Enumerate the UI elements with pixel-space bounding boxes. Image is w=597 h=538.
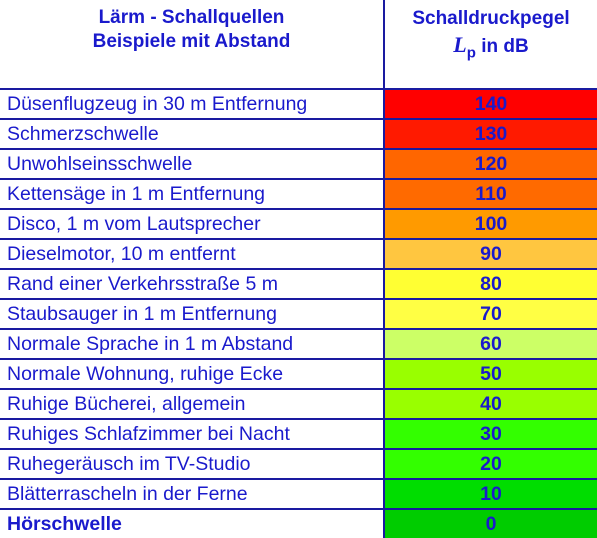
table-row: Kettensäge in 1 m Entfernung 110 [0, 180, 597, 210]
header-sources-subtitle: Beispiele mit Abstand [92, 31, 291, 52]
level-value: 120 [385, 150, 597, 178]
table-row: Blätterrascheln in der Ferne 10 [0, 480, 597, 510]
table-row: Düsenflugzeug in 30 m Entfernung 140 [0, 90, 597, 120]
level-value: 70 [385, 300, 597, 328]
table-row: Ruhige Bücherei, allgemein 40 [0, 390, 597, 420]
level-value: 50 [385, 360, 597, 388]
level-value: 100 [385, 210, 597, 238]
source-label: Normale Wohnung, ruhige Ecke [7, 363, 284, 385]
level-value: 0 [385, 510, 597, 538]
column-divider [383, 0, 385, 538]
header-level-unit-line: Lp in dB [385, 32, 597, 66]
level-value: 90 [385, 240, 597, 268]
source-label: Ruhige Bücherei, allgemein [7, 393, 246, 415]
symbol-lp: Lp [453, 32, 476, 61]
source-label: Kettensäge in 1 m Entfernung [7, 183, 266, 205]
source-label: Hörschwelle [7, 513, 122, 535]
source-label: Rand einer Verkehrsstraße 5 m [7, 273, 278, 295]
table-row: Normale Wohnung, ruhige Ecke 50 [0, 360, 597, 390]
source-label: Unwohlseinsschwelle [7, 153, 193, 175]
table-row: Staubsauger in 1 m Entfernung 70 [0, 300, 597, 330]
level-value: 10 [385, 480, 597, 508]
table-body: Düsenflugzeug in 30 m Entfernung 140 Schme… [0, 90, 597, 538]
level-value: 80 [385, 270, 597, 298]
table-row: Ruhiges Schlafzimmer bei Nacht 30 [0, 420, 597, 450]
source-label: Disco, 1 m vom Lautsprecher [7, 213, 261, 235]
level-value: 140 [385, 90, 597, 118]
table-row: Schmerzschwelle 130 [0, 120, 597, 150]
table-row: Disco, 1 m vom Lautsprecher 100 [0, 210, 597, 240]
table-row: Ruhegeräusch im TV-Studio 20 [0, 450, 597, 480]
level-value: 30 [385, 420, 597, 448]
source-label: Blätterrascheln in der Ferne [7, 483, 248, 505]
table-row: Dieselmotor, 10 m entfernt 90 [0, 240, 597, 270]
source-label: Ruhiges Schlafzimmer bei Nacht [7, 423, 290, 445]
level-value: 60 [385, 330, 597, 358]
level-value: 130 [385, 120, 597, 148]
header-level-title: Schalldruckpegel [412, 8, 570, 29]
level-value: 20 [385, 450, 597, 478]
table-header: Lärm - Schallquellen Beispiele mit Absta… [0, 0, 597, 89]
header-level-unit: in dB [481, 36, 529, 57]
table-row: Unwohlseinsschwelle 120 [0, 150, 597, 180]
header-level: Schalldruckpegel Lp in dB [385, 6, 597, 66]
table-row: Hörschwelle 0 [0, 510, 597, 538]
source-label: Ruhegeräusch im TV-Studio [7, 453, 251, 475]
level-value: 40 [385, 390, 597, 418]
header-sources-title: Lärm - Schallquellen [98, 7, 285, 28]
table-row: Normale Sprache in 1 m Abstand 60 [0, 330, 597, 360]
symbol-l: L [453, 32, 467, 57]
source-label: Schmerzschwelle [7, 123, 159, 145]
source-label: Normale Sprache in 1 m Abstand [7, 333, 294, 355]
header-divider [0, 88, 597, 90]
header-sources: Lärm - Schallquellen Beispiele mit Absta… [0, 6, 383, 54]
symbol-sub-p: p [466, 44, 476, 62]
source-label: Staubsauger in 1 m Entfernung [7, 303, 277, 325]
source-label: Düsenflugzeug in 30 m Entfernung [7, 93, 308, 115]
source-label: Dieselmotor, 10 m entfernt [7, 243, 236, 265]
table-row: Rand einer Verkehrsstraße 5 m 80 [0, 270, 597, 300]
level-value: 110 [385, 180, 597, 208]
